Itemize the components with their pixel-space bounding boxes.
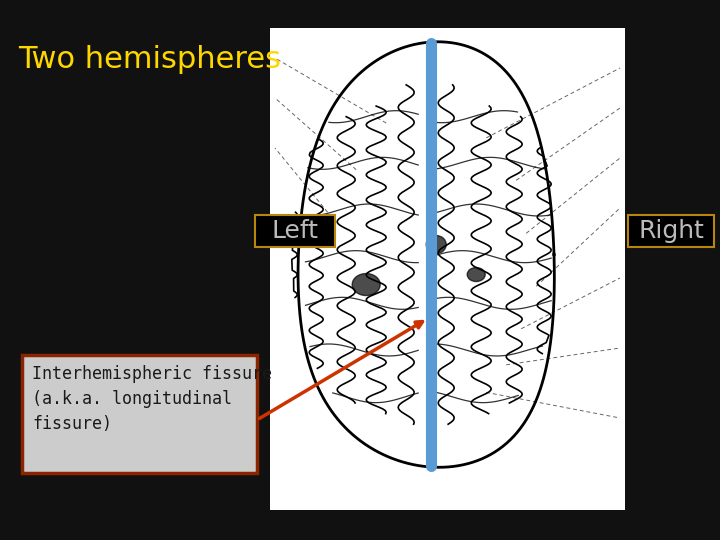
Bar bbox=[628, 215, 714, 247]
Ellipse shape bbox=[467, 267, 485, 281]
Text: Left: Left bbox=[271, 219, 318, 243]
Ellipse shape bbox=[352, 274, 380, 295]
Polygon shape bbox=[298, 42, 554, 467]
Text: Interhemispheric fissure
(a.k.a. longitudinal
fissure): Interhemispheric fissure (a.k.a. longitu… bbox=[32, 365, 272, 433]
Bar bbox=[255, 215, 335, 247]
Text: Right: Right bbox=[638, 219, 704, 243]
Bar bbox=[270, 28, 625, 510]
Bar bbox=[22, 355, 257, 473]
Text: Two hemispheres: Two hemispheres bbox=[18, 45, 281, 74]
Ellipse shape bbox=[426, 235, 446, 254]
